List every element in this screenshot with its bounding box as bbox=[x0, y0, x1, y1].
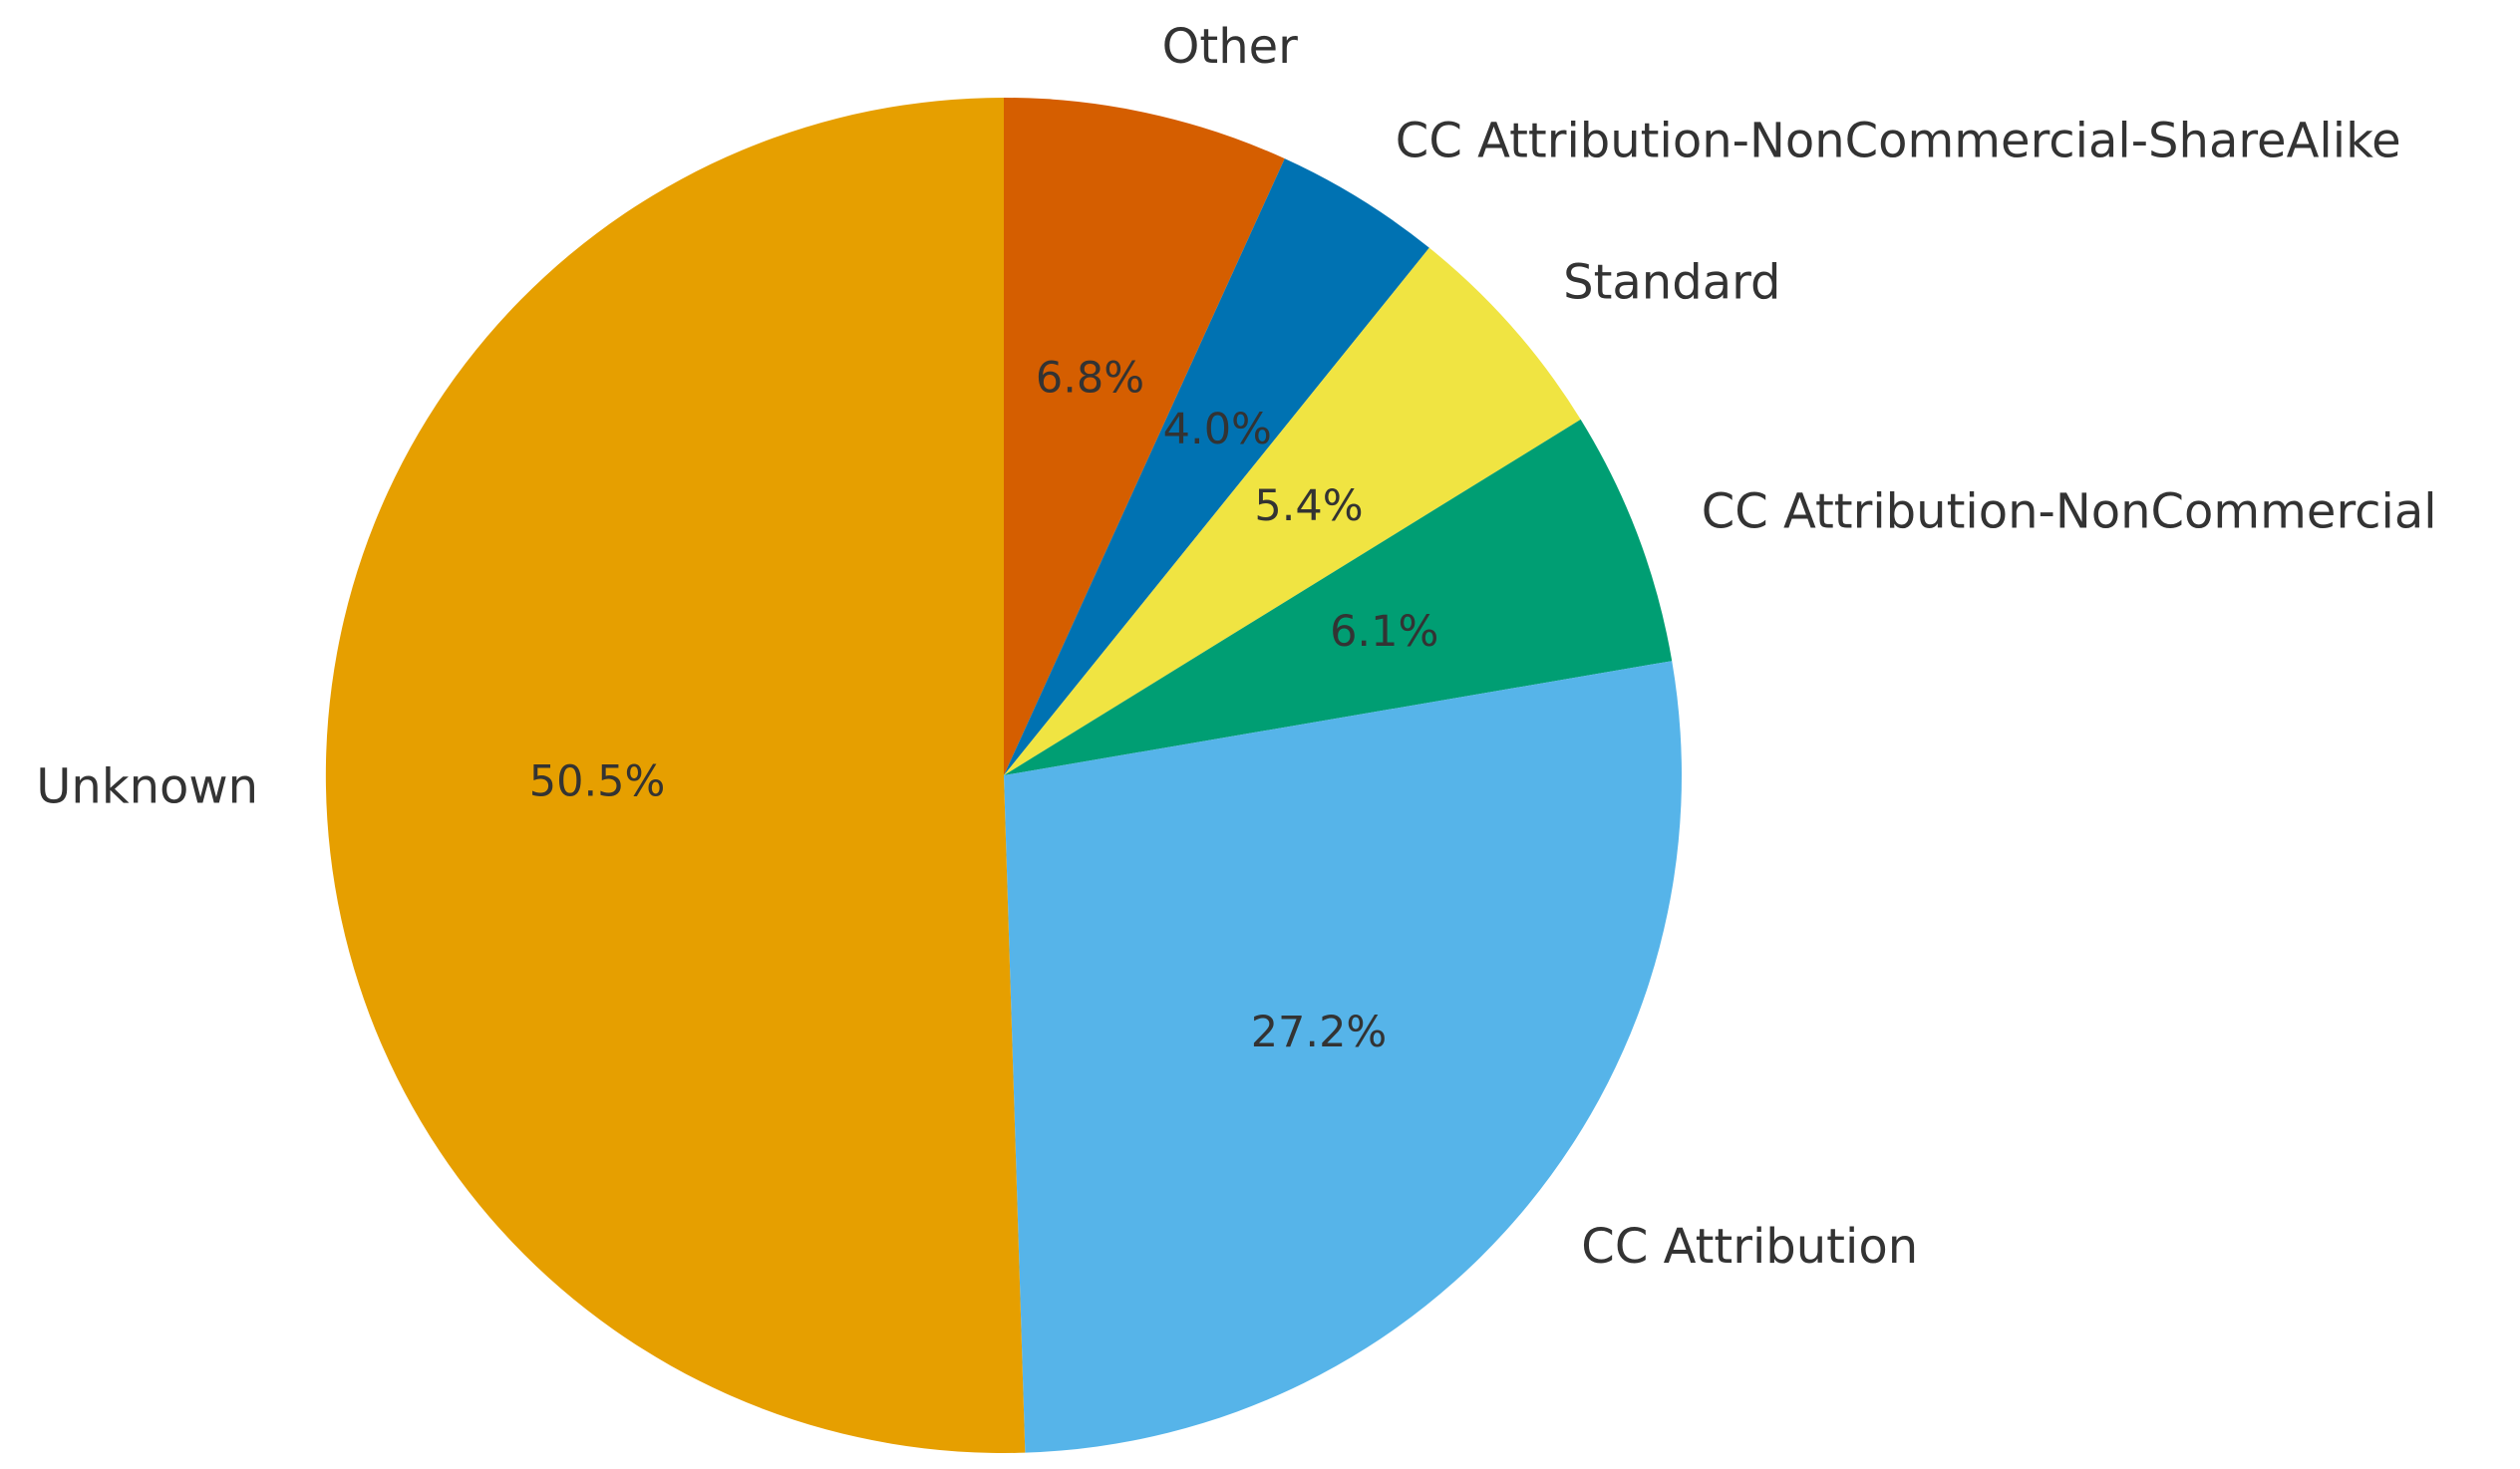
pie-slice-standard bbox=[1004, 247, 1581, 775]
percent-label-cc-attribution-noncommercial-sharealike: 4.0% bbox=[1163, 405, 1272, 454]
pie-slice-cc-attribution-noncommercial bbox=[1004, 419, 1673, 775]
percent-labels-layer: 6.8% 4.0% 5.4% 6.1% 27.2% 50.5% bbox=[529, 353, 1439, 1057]
percent-label-cc-attribution: 27.2% bbox=[1251, 1008, 1388, 1057]
category-label-unknown: Unknown bbox=[36, 759, 258, 815]
pie-slice-other bbox=[1004, 98, 1285, 775]
category-label-cc-attribution: CC Attribution bbox=[1581, 1219, 1918, 1275]
percent-label-cc-attribution-noncommercial: 6.1% bbox=[1330, 607, 1438, 657]
category-label-cc-attribution-noncommercial: CC Attribution-NonCommercial bbox=[1702, 484, 2437, 540]
category-labels-layer: Other CC Attribution-NonCommercial-ShareA… bbox=[36, 19, 2436, 1275]
pie-slice-unknown bbox=[325, 98, 1026, 1453]
pie-slice-cc-attribution bbox=[1004, 661, 1683, 1453]
percent-label-other: 6.8% bbox=[1036, 353, 1144, 403]
pie-slice-cc-attribution-noncommercial-sharealike bbox=[1004, 158, 1429, 775]
slices-layer bbox=[325, 98, 1683, 1453]
category-label-cc-attribution-noncommercial-sharealike: CC Attribution-NonCommercial-ShareAlike bbox=[1396, 114, 2401, 169]
category-label-other: Other bbox=[1162, 19, 1299, 75]
category-label-standard: Standard bbox=[1563, 254, 1780, 310]
percent-label-standard: 5.4% bbox=[1254, 481, 1363, 531]
percent-label-unknown: 50.5% bbox=[529, 756, 666, 806]
